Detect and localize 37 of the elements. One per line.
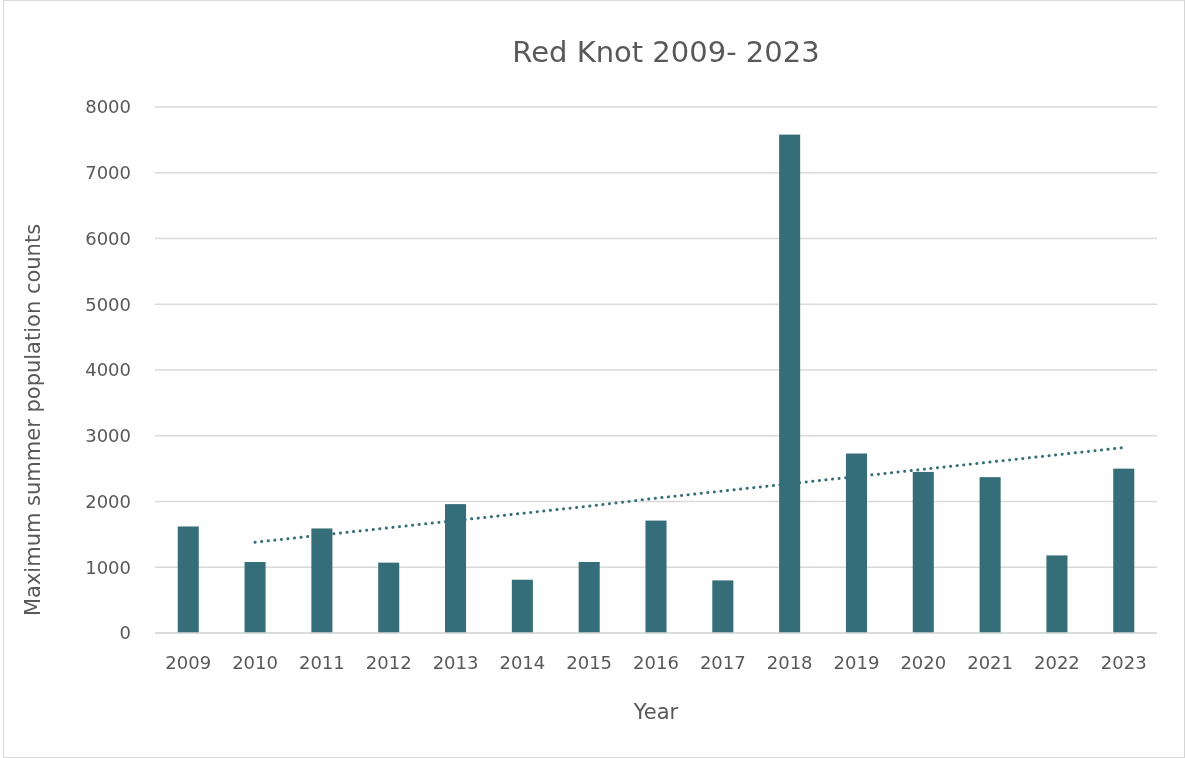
y-tick-label: 6000 xyxy=(85,227,131,249)
y-tick-label: 7000 xyxy=(85,162,131,184)
x-tick-label: 2017 xyxy=(699,652,746,673)
x-tick-label: 2016 xyxy=(633,652,679,673)
x-tick-label: 2023 xyxy=(1100,652,1147,673)
y-tick-label: 1000 xyxy=(85,556,131,578)
bar xyxy=(511,579,533,633)
x-tick-label: 2009 xyxy=(165,652,212,673)
y-axis-title: Maximum summer population counts xyxy=(21,223,45,617)
x-tick-label: 2015 xyxy=(566,652,613,673)
x-tick-label: 2020 xyxy=(900,652,947,673)
x-axis-title: Year xyxy=(632,700,679,724)
bar xyxy=(645,520,667,633)
bar xyxy=(177,526,199,633)
x-tick-label: 2018 xyxy=(766,652,813,673)
x-tick-label: 2022 xyxy=(1034,652,1080,673)
x-tick-label: 2010 xyxy=(232,652,278,673)
x-tick-label: 2014 xyxy=(499,652,546,673)
bar xyxy=(244,561,266,633)
bar xyxy=(1046,555,1068,633)
bar xyxy=(378,562,400,633)
x-tick-label: 2019 xyxy=(833,652,880,673)
y-tick-label: 8000 xyxy=(85,96,131,118)
y-tick-label: 5000 xyxy=(85,293,131,315)
bar xyxy=(578,561,600,633)
bar xyxy=(979,477,1001,633)
bar xyxy=(1113,468,1135,633)
x-tick-label: 2021 xyxy=(967,652,1014,673)
x-tick-label: 2013 xyxy=(432,652,479,673)
y-tick-label: 2000 xyxy=(85,490,131,512)
chart-title: Red Knot 2009- 2023 xyxy=(512,35,820,69)
bar xyxy=(712,580,734,633)
y-tick-label: 3000 xyxy=(85,425,131,447)
y-tick-label: 4000 xyxy=(85,359,131,381)
x-tick-label: 2012 xyxy=(365,652,412,673)
x-tick-label: 2011 xyxy=(298,652,345,673)
y-tick-label: 0 xyxy=(119,622,131,644)
